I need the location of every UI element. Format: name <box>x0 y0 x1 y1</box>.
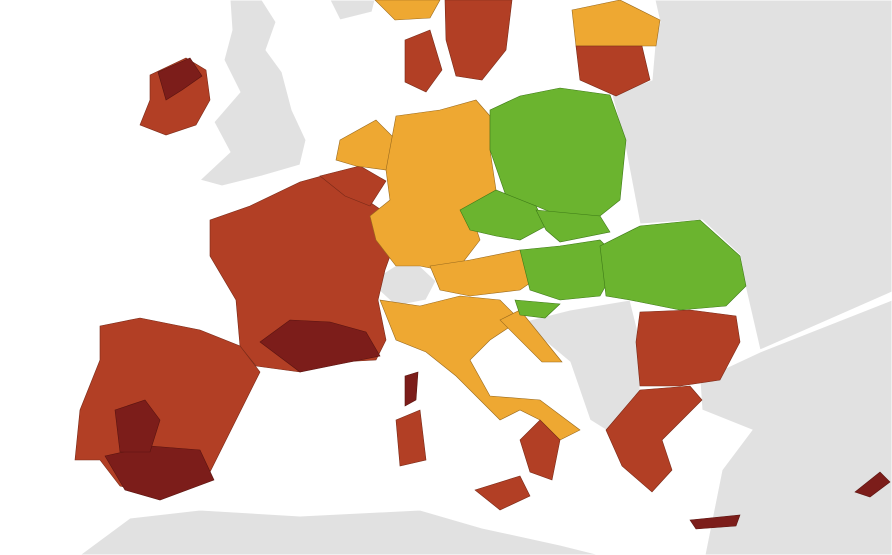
sicily <box>474 475 531 511</box>
slovakia <box>535 209 611 243</box>
poland <box>489 87 627 217</box>
turkey <box>699 299 892 555</box>
norway-south <box>374 0 441 21</box>
sweden <box>444 0 513 81</box>
romania <box>599 219 747 311</box>
great-britain <box>199 0 307 187</box>
crete <box>689 514 741 530</box>
denmark <box>404 29 443 93</box>
italy-north <box>379 295 581 441</box>
norway <box>329 0 376 21</box>
croatia-coast <box>499 309 563 363</box>
italy-south <box>519 419 561 481</box>
castilla <box>114 399 161 453</box>
lithuania <box>575 45 651 97</box>
france <box>209 175 396 373</box>
sardinia <box>395 409 427 467</box>
northern-ireland <box>157 57 203 101</box>
croatia-inland <box>514 299 561 319</box>
north-africa <box>79 509 601 555</box>
bulgaria <box>635 309 741 387</box>
cyprus <box>854 471 891 498</box>
france-south <box>259 319 381 373</box>
belgium <box>319 165 387 207</box>
czechia <box>459 189 547 241</box>
eastern-europe <box>611 0 892 351</box>
corsica <box>404 371 419 407</box>
greece <box>605 385 703 493</box>
